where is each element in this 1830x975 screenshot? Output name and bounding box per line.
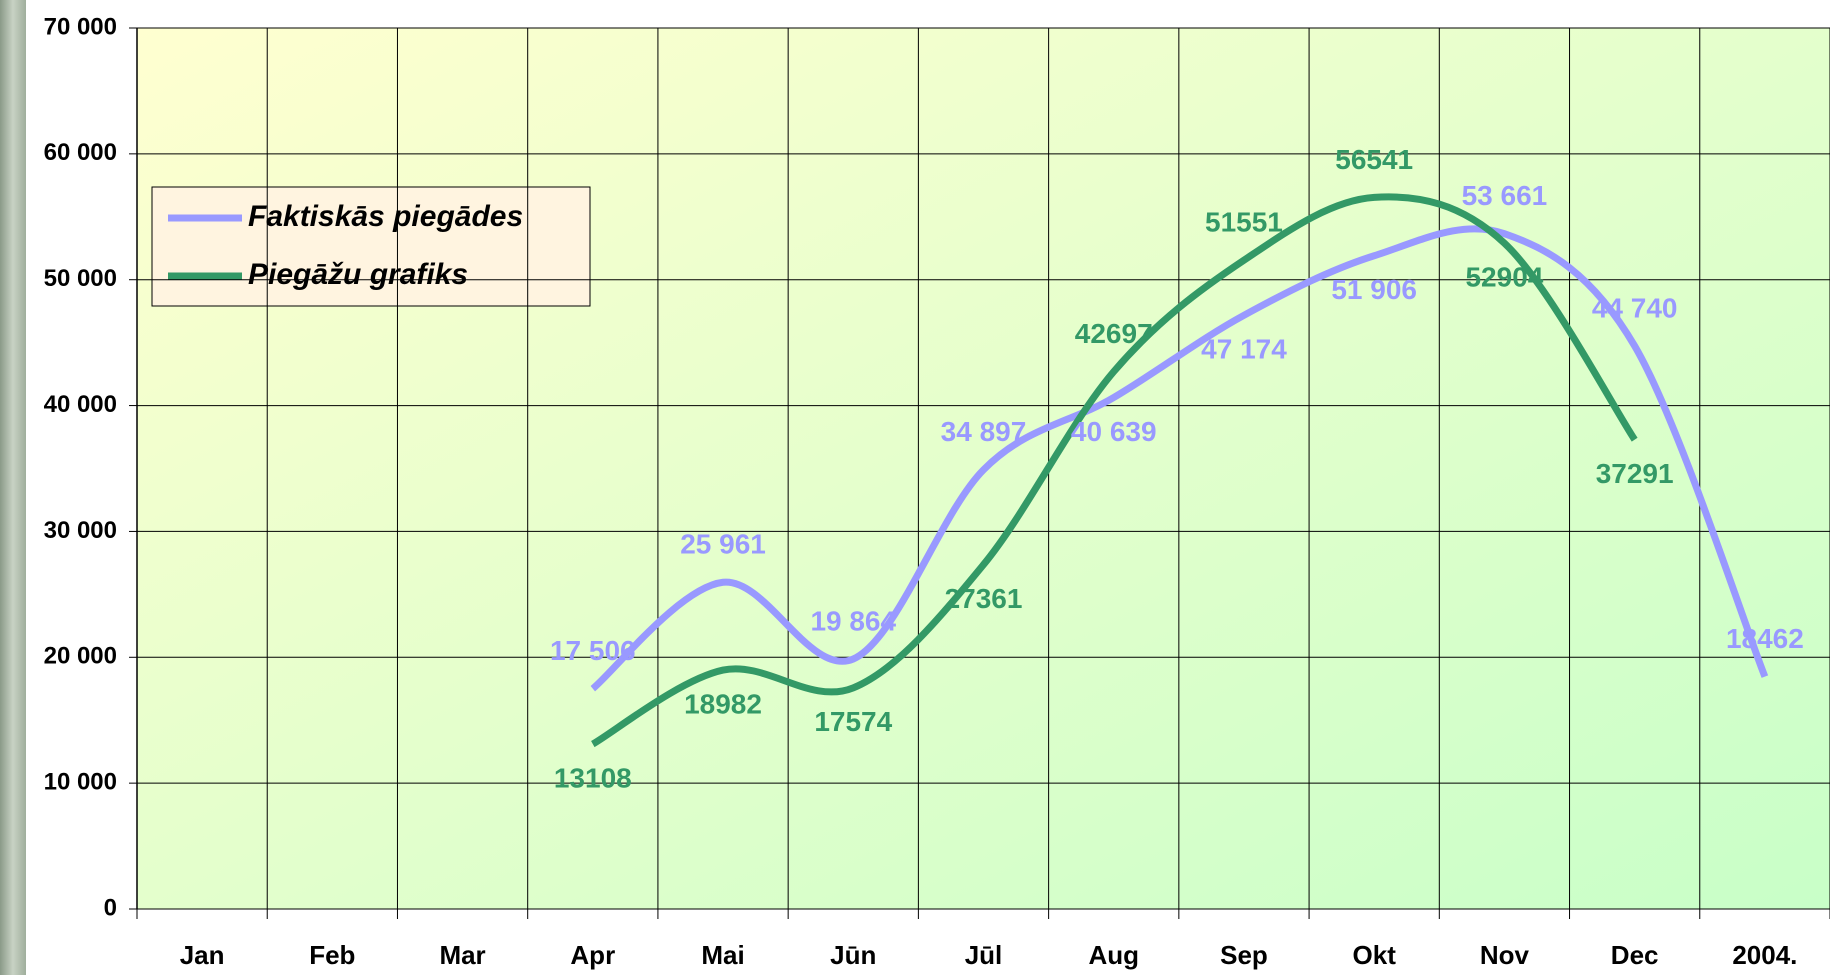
y-tick-label: 30 000 [44,517,117,544]
data-label: 37291 [1596,458,1674,489]
x-tick-label: Mar [439,940,485,970]
x-tick-label: Jūl [965,940,1003,970]
x-tick-label: Dec [1611,940,1659,970]
data-label: 42697 [1075,318,1153,349]
x-tick-label: Okt [1353,940,1397,970]
data-label: 34 897 [941,416,1027,447]
data-label: 52904 [1465,262,1543,293]
x-tick-label: Nov [1480,940,1530,970]
x-tick-label: Jan [180,940,225,970]
x-tick-label: Feb [309,940,355,970]
data-label: 53 661 [1462,180,1548,211]
y-tick-label: 0 [104,894,117,921]
x-tick-label: Apr [570,940,615,970]
data-label: 25 961 [680,529,766,560]
chart: Faktiskās piegādes Piegāžu grafiks 0 10 00… [0,0,1830,975]
x-tick-label: Sep [1220,940,1268,970]
legend-label: Piegāžu grafiks [248,258,468,291]
y-tick-label: 40 000 [44,391,117,418]
data-label: 27361 [945,583,1023,614]
y-tick-label: 50 000 [44,265,117,292]
data-label: 40 639 [1071,416,1157,447]
legend-label: Faktiskās piegādes [248,200,523,233]
x-tick-label: 2004. [1732,940,1797,970]
bark-strip [0,0,26,975]
y-tick-label: 60 000 [44,139,117,166]
data-label: 51 906 [1331,274,1417,305]
data-label: 17574 [814,706,892,737]
data-label: 44 740 [1592,292,1678,323]
legend: Faktiskās piegādes Piegāžu grafiks [152,187,590,306]
data-label: 56541 [1335,144,1413,175]
y-tick-label: 10 000 [44,768,117,795]
data-label: 19 864 [810,605,896,636]
data-label: 47 174 [1201,334,1287,365]
data-label: 13108 [554,762,632,793]
x-tick-label: Mai [701,940,744,970]
data-label: 17 506 [550,635,636,666]
data-label: 51551 [1205,207,1283,238]
y-tick-label: 70 000 [44,13,117,40]
data-label: 18462 [1726,623,1804,654]
x-tick-label: Jūn [830,940,876,970]
y-tick-label: 20 000 [44,643,117,670]
data-label: 18982 [684,688,762,719]
x-tick-label: Aug [1088,940,1139,970]
